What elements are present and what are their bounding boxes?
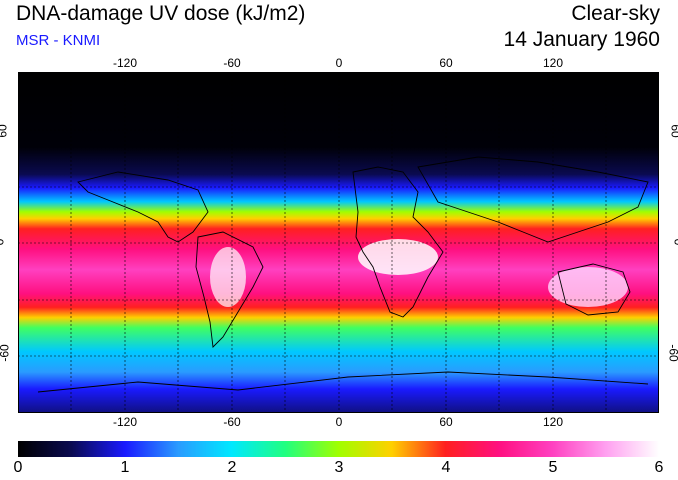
uv-dose-map (18, 72, 659, 413)
colorbar-gradient (18, 441, 659, 457)
colorbar-label: 1 (120, 459, 130, 476)
coast-asia (417, 156, 649, 243)
colorbar-label: 0 (13, 459, 23, 476)
high-dose-australia (548, 267, 628, 307)
graticule (18, 72, 659, 413)
chart-title: DNA-damage UV dose (kJ/m2) (16, 2, 306, 25)
colorbar-label: 3 (334, 459, 344, 476)
colorbar-label: 4 (441, 459, 451, 476)
lat-tick-left: -60 (0, 344, 12, 362)
source-label: MSR - KNMI (16, 32, 101, 49)
lon-tick-bottom: -60 (223, 415, 241, 429)
lon-tick-bottom: 0 (335, 415, 343, 429)
coast-antarctica (37, 371, 649, 393)
colorbar-label: 6 (654, 459, 664, 476)
uv-field (18, 72, 659, 413)
colorbar-label: 2 (227, 459, 237, 476)
sky-condition: Clear-sky (571, 2, 660, 25)
map-svg (18, 72, 659, 413)
lat-tick-right: 0 (672, 239, 678, 246)
lon-tick-top: 60 (439, 56, 453, 70)
high-dose-south-america (210, 247, 246, 307)
coast-south-america (195, 231, 264, 348)
map-frame (18, 72, 659, 413)
lon-tick-top: -60 (223, 56, 241, 70)
colorbar-label: 5 (548, 459, 558, 476)
lon-tick-bottom: 60 (439, 415, 453, 429)
lon-tick-top: 120 (542, 56, 564, 70)
lon-tick-bottom: 120 (542, 415, 564, 429)
colorbar (18, 441, 659, 457)
coast-europe-africa (352, 166, 444, 318)
lat-tick-right: -60 (666, 344, 678, 362)
lat-tick-left: 60 (0, 124, 10, 138)
lat-tick-right: 60 (668, 124, 678, 138)
coast-australia (557, 263, 631, 316)
coastlines (37, 156, 649, 393)
lon-tick-top: -120 (112, 56, 138, 70)
date-label: 14 January 1960 (503, 28, 660, 51)
lat-tick-left: 0 (0, 239, 6, 246)
high-dose-africa (358, 239, 438, 275)
lon-tick-bottom: -120 (112, 415, 138, 429)
lon-tick-top: 0 (335, 56, 343, 70)
